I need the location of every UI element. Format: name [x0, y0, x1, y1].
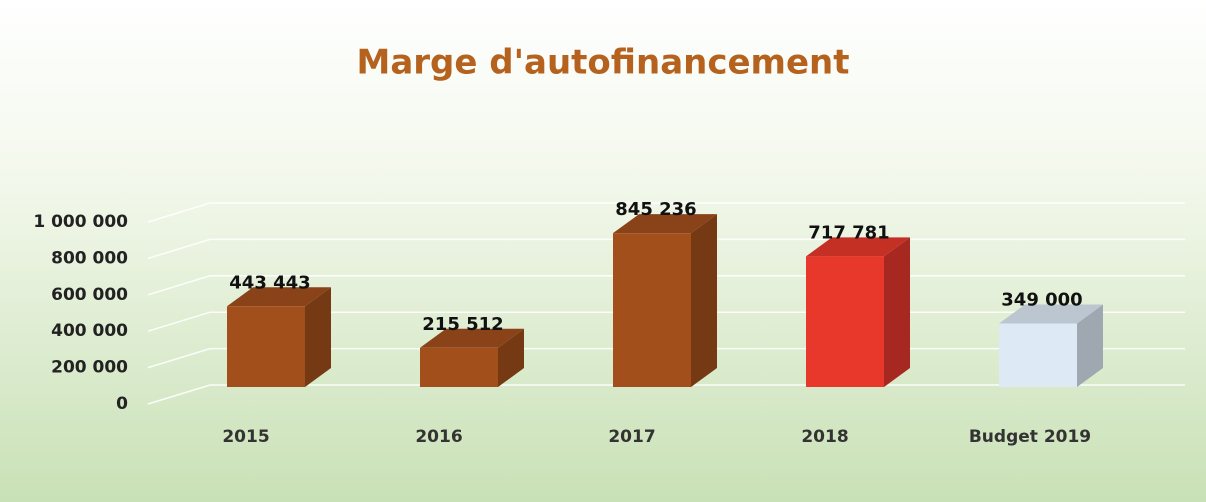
- bar: [999, 304, 1103, 387]
- bar-top: [420, 328, 524, 348]
- bar-top: [806, 237, 910, 257]
- bar-side: [305, 287, 331, 387]
- y-tick-label: 200 000: [51, 358, 128, 378]
- bar-front: [420, 347, 498, 387]
- bar: [227, 287, 331, 387]
- y-tick-label: 600 000: [51, 285, 128, 305]
- x-tick-label: 2018: [801, 427, 848, 447]
- bar: [806, 237, 910, 387]
- y-tick-label: 0: [116, 394, 128, 414]
- bar-side: [691, 214, 717, 387]
- y-tick-label: 1 000 000: [33, 212, 128, 232]
- chart-title: Marge d'autofinancement: [357, 43, 850, 83]
- x-tick-label: Budget 2019: [969, 427, 1091, 447]
- data-label: 215 512: [422, 314, 503, 335]
- grid-line: [147, 202, 1185, 223]
- x-tick-label: 2017: [608, 427, 655, 447]
- bar-front: [999, 323, 1077, 387]
- bar-front: [227, 306, 305, 387]
- x-tick-label: 2015: [222, 427, 269, 447]
- y-tick-label: 800 000: [51, 248, 128, 268]
- bar-top: [999, 304, 1103, 324]
- data-label: 349 000: [1001, 289, 1082, 310]
- x-tick-label: 2016: [415, 427, 462, 447]
- bar-top: [227, 287, 331, 307]
- data-label: 443 443: [229, 272, 310, 293]
- bar-front: [806, 256, 884, 387]
- y-tick-label: 400 000: [51, 321, 128, 341]
- bar-side: [1077, 304, 1103, 387]
- bar-side: [884, 237, 910, 387]
- bar: [420, 328, 524, 387]
- bar-side: [498, 328, 524, 387]
- bar-front: [613, 233, 691, 387]
- bar-top: [613, 214, 717, 234]
- bar: [613, 214, 717, 387]
- data-label: 717 781: [808, 222, 889, 243]
- data-label: 845 236: [615, 199, 696, 220]
